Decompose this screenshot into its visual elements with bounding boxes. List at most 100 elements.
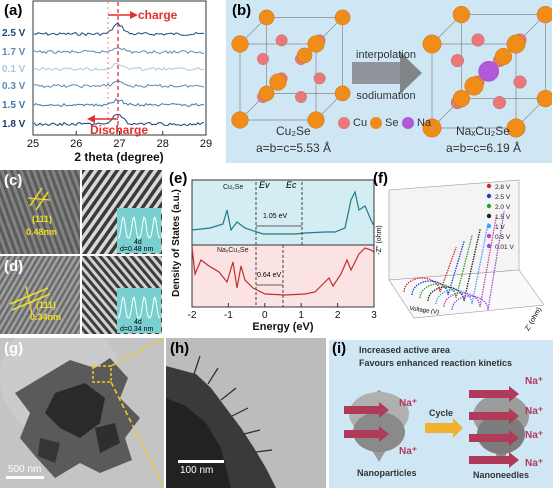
legend-entry: 1.5 V xyxy=(495,214,511,221)
panel-b-label: (b) xyxy=(232,2,252,19)
panel-a: (a) 25 26 27 28 29 charge Discharge 2 theta … xyxy=(0,0,217,165)
hrtem-c xyxy=(0,170,162,254)
panel-f-label: (f) xyxy=(373,170,388,187)
legend-se: Se xyxy=(385,117,399,129)
eis-ylabel: -Z'' (ohm) xyxy=(376,225,383,255)
scale-label-h: 100 nm xyxy=(180,465,214,476)
legend-marker xyxy=(486,183,492,189)
panel-i: (i) Increased active area Favours enhanc… xyxy=(329,340,553,488)
dos-xlabel: Energy (eV) xyxy=(252,321,313,333)
legend-marker xyxy=(486,233,492,239)
xrd-trace xyxy=(33,113,205,127)
legend-na: Na xyxy=(417,117,432,129)
ec-label: Ec xyxy=(286,180,297,190)
panel-e: -2 -1 0 1 2 3 Energy (eV) Density of States (… xyxy=(165,170,380,338)
dos-chart: -2 -1 0 1 2 3 Energy (eV) Density of States (… xyxy=(171,179,377,333)
legend-entry: 2.8 V xyxy=(495,184,511,191)
na-atom xyxy=(478,61,499,82)
se-atom xyxy=(269,73,287,91)
eis-zlabel: Voltage (V) xyxy=(409,306,439,316)
plane-label-c: (111) xyxy=(32,214,53,224)
eis-series xyxy=(419,234,473,299)
se-atom xyxy=(494,47,512,66)
cu-atom xyxy=(450,54,464,68)
intensity-profile xyxy=(117,296,161,319)
legend-entry: 0.5 V xyxy=(495,234,511,241)
xrd-tick-label: 28 xyxy=(157,138,169,150)
voltage-label: 2.5 V xyxy=(2,28,26,39)
spacing-label-d: 0.34nm xyxy=(30,312,62,322)
se-atom xyxy=(452,6,470,24)
na-ion-label: Na⁺ xyxy=(525,458,544,469)
legend-entry: 1 V xyxy=(495,224,505,231)
voltage-label: 1.8 V xyxy=(2,119,26,130)
cu-atom xyxy=(313,72,326,85)
eis-series xyxy=(451,210,505,311)
xrd-tick-label: 25 xyxy=(27,138,39,150)
ev-label: Ev xyxy=(259,180,270,190)
se-atom xyxy=(452,89,470,108)
voltage-label: 1.7 V xyxy=(2,47,26,58)
xrd-trace xyxy=(33,62,205,71)
left-compound: Cu₂Se xyxy=(276,124,311,138)
right-compound: NaₓCu₂Se xyxy=(456,124,510,138)
eis-series xyxy=(443,216,497,308)
cu-atom xyxy=(471,33,485,47)
benefit-line-1: Increased active area xyxy=(359,345,451,355)
xrd-trace xyxy=(33,47,205,55)
legend-entry: 2.0 V xyxy=(495,204,511,211)
crystal-structures: interpolation sodiumation xyxy=(231,6,552,138)
se-atom xyxy=(258,85,275,102)
plane-label-d: (111) xyxy=(36,300,57,310)
dos-bottom-name: NaₓCu₂Se xyxy=(217,247,249,254)
tem-image-h xyxy=(166,338,326,488)
se-atom xyxy=(536,6,552,24)
se-atom xyxy=(422,34,442,54)
cu-atom xyxy=(513,75,527,89)
voltage-label: 1.5 V xyxy=(2,100,26,111)
se-atom xyxy=(334,9,351,26)
panel-e-label: (e) xyxy=(169,170,188,187)
se-atom xyxy=(334,85,351,102)
se-atom xyxy=(231,35,249,53)
tem-image-g xyxy=(0,338,164,488)
panel-h-label: (h) xyxy=(170,340,190,357)
legend-marker xyxy=(486,243,492,249)
dos-tick-label: 2 xyxy=(335,310,341,321)
eis-xlabel: Z' (ohm) xyxy=(524,306,543,332)
xrd-chart: 25 26 27 28 29 charge Discharge 2 theta (deg… xyxy=(27,0,212,164)
panel-f: 2.8 V 2.5 V 2.0 V 1.5 V 1 V 0.5 V 0.01 V -Z'' … xyxy=(369,170,552,338)
legend-marker xyxy=(486,223,492,229)
xrd-tick-label: 26 xyxy=(70,138,82,150)
charge-label: charge xyxy=(138,8,178,22)
dos-tick-label: 3 xyxy=(371,310,377,321)
intensity-profile xyxy=(117,216,161,239)
na-ion-label: Na⁺ xyxy=(525,406,544,417)
se-atom xyxy=(258,9,275,26)
scale-label-g: 500 nm xyxy=(8,464,42,475)
na-ion-label: Na⁺ xyxy=(525,376,544,387)
inset-top-d: 4d xyxy=(134,319,142,326)
xrd-tick-label: 27 xyxy=(113,138,125,150)
na-ion-label: Na⁺ xyxy=(399,398,418,409)
xrd-trace xyxy=(33,79,205,89)
voltage-label: 0.3 V xyxy=(2,81,26,92)
se-atom xyxy=(307,35,325,53)
xrd-trace xyxy=(33,98,205,107)
panel-c-label: (c) xyxy=(4,172,23,189)
dos-tick-label: 1 xyxy=(298,310,304,321)
eis-3d-chart: 2.8 V 2.5 V 2.0 V 1.5 V 1 V 0.5 V 0.01 V -Z'' … xyxy=(376,179,545,332)
eis-series xyxy=(411,240,465,296)
dos-bottom-curve xyxy=(191,246,375,296)
panel-c: (c) (111) 0.48nm 4d d=0.48 nm xyxy=(0,170,162,254)
inset-label-c: d=0.48 nm xyxy=(120,246,154,253)
legend-entry: 2.5 V xyxy=(495,194,511,201)
se-atom xyxy=(506,118,526,138)
na-ion-label: Na⁺ xyxy=(399,446,418,457)
legend-marker xyxy=(486,213,492,219)
se-atom xyxy=(296,47,313,64)
xrd-tick-label: 29 xyxy=(200,138,212,150)
panel-b: (b) interpolation sodiumation Cu Se Na C… xyxy=(226,0,552,163)
eis-series xyxy=(427,228,481,302)
cu-atom xyxy=(275,34,288,47)
